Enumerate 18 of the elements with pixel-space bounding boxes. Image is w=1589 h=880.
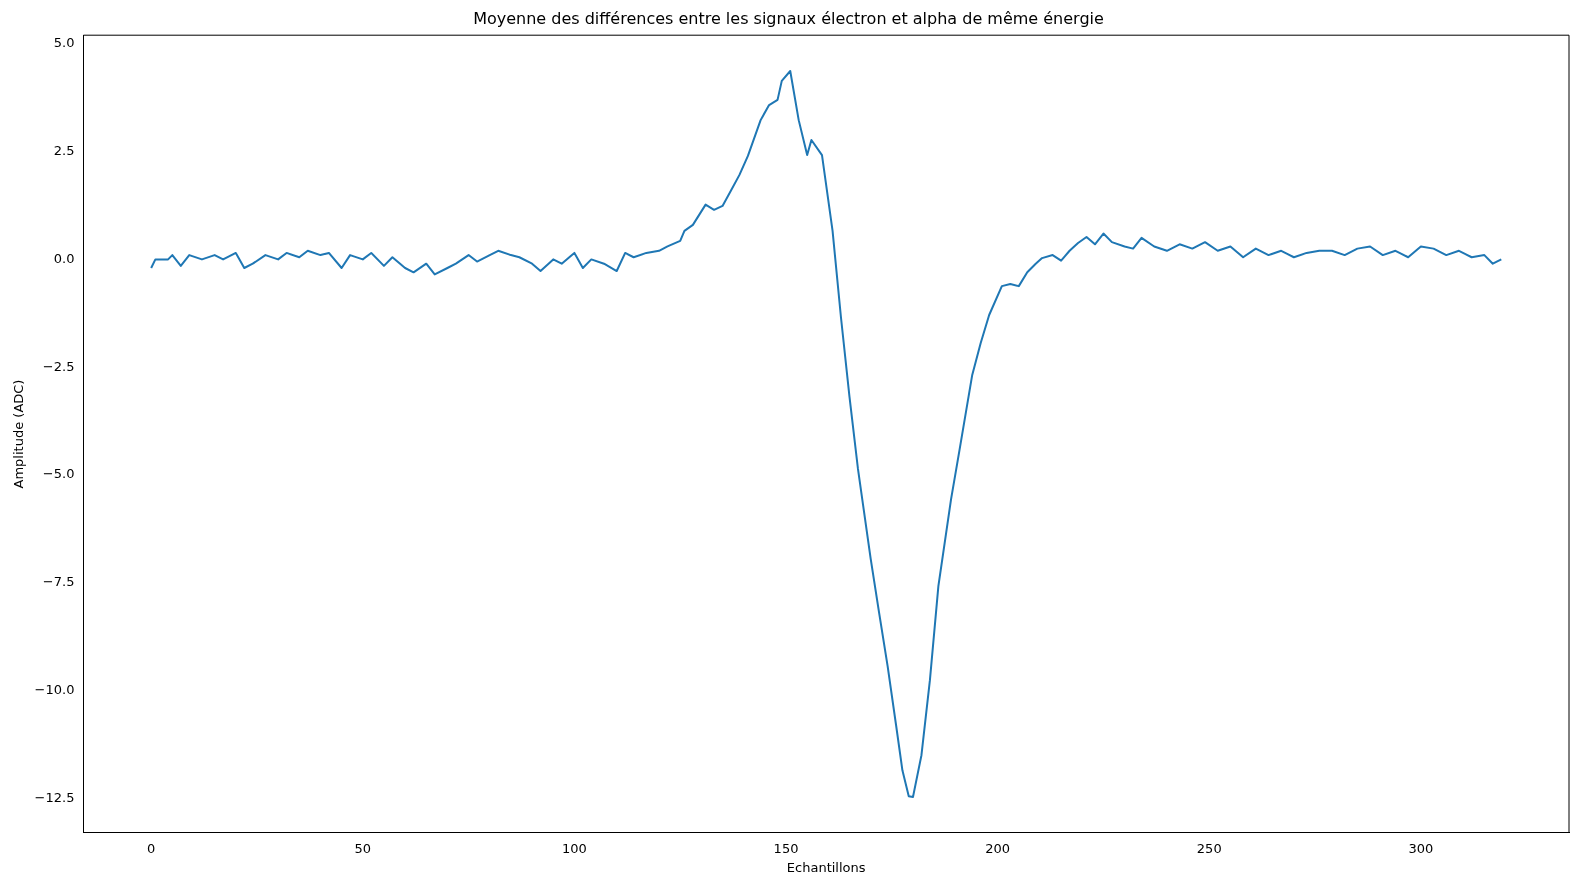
x-tick-label: 300 bbox=[1408, 840, 1434, 856]
y-tick-label: −12.5 bbox=[34, 789, 75, 805]
x-tick-label: 50 bbox=[354, 840, 372, 856]
y-axis-title: Amplitude (ADC) bbox=[11, 379, 27, 489]
y-tick-label: −10.0 bbox=[34, 681, 75, 697]
x-tick-label: 200 bbox=[985, 840, 1011, 856]
y-tick-label: 0.0 bbox=[53, 250, 75, 266]
y-tick-label: 5.0 bbox=[53, 35, 75, 51]
y-tick-label: −2.5 bbox=[42, 358, 75, 374]
x-tick-label: 100 bbox=[561, 840, 587, 856]
x-axis-title: Echantillons bbox=[786, 859, 866, 875]
y-tick-label: −5.0 bbox=[42, 466, 75, 482]
chart-title: Moyenne des différences entre les signaux électron et alpha de même énergie bbox=[473, 8, 1104, 28]
y-tick-label: 2.5 bbox=[53, 142, 75, 158]
x-tick-label: 0 bbox=[147, 840, 156, 856]
y-tick-label: −7.5 bbox=[42, 574, 75, 590]
x-tick-label: 150 bbox=[773, 840, 799, 856]
x-tick-label: 250 bbox=[1196, 840, 1222, 856]
